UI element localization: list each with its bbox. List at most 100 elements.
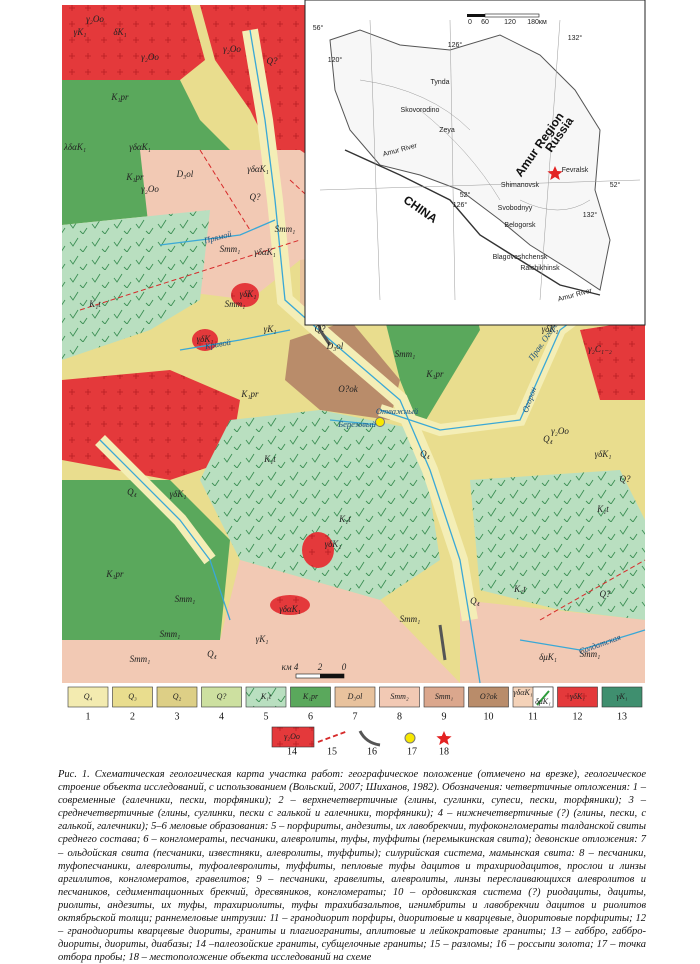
meridian <box>449 19 456 301</box>
map-label: γδK₁ <box>542 324 559 334</box>
granite <box>270 595 310 615</box>
map-label: D₃ol <box>176 169 194 179</box>
map-label: Q₄ <box>543 434 553 444</box>
inset-label: 132° <box>583 211 598 219</box>
legend-swatch <box>245 686 287 708</box>
map-label: γδK₁ <box>170 489 187 499</box>
legend-swatch <box>423 686 465 708</box>
granite <box>62 5 205 80</box>
map-label: Q? <box>250 192 261 202</box>
inset-label: Skovorodino <box>401 107 440 114</box>
inset-label: Svobodnyy <box>498 205 533 212</box>
map-label: δμK₁ <box>539 652 557 662</box>
legend-code: γδαK₁ <box>513 688 532 697</box>
inset-label: 0 <box>468 19 472 26</box>
inset-label: Fevralsk <box>562 167 589 174</box>
map-label: Smm₁ <box>395 349 416 359</box>
legend-number: 8 <box>397 711 402 722</box>
legend-swatch <box>601 686 643 708</box>
inset-label: 120° <box>328 56 343 64</box>
river <box>249 29 481 684</box>
legend-code: Smm₁ <box>435 692 454 701</box>
map-label: γ₂Oo <box>223 44 241 54</box>
map-scale: км 4 2 0 <box>282 662 347 679</box>
map-label: γ₂Oo <box>86 14 104 24</box>
granite <box>192 329 218 351</box>
map-label: Q₄ <box>470 596 480 606</box>
k1t <box>200 410 440 600</box>
inset-label: Blagoveshchensk <box>493 254 548 261</box>
legend-code: D₃ol <box>347 692 364 701</box>
placer <box>438 624 447 661</box>
legend-number: 4 <box>219 711 224 722</box>
map-label: D₃ol <box>326 341 344 351</box>
map-label: K₁pr <box>425 369 444 379</box>
map-label: γK₁ <box>256 634 269 644</box>
map-label: Q₄ <box>127 487 137 497</box>
legend-code: Q₃ <box>128 692 137 701</box>
map-label: K₁pr <box>110 92 129 102</box>
river <box>99 439 231 621</box>
legend-swatch <box>290 686 331 708</box>
legend-swatch <box>201 686 242 708</box>
inset-label: 132° <box>568 34 583 42</box>
granite <box>200 5 380 205</box>
k1t <box>470 470 645 620</box>
legend-code: K₁pr <box>302 692 319 701</box>
border <box>344 149 601 296</box>
legend-placer <box>358 730 381 747</box>
granite <box>231 283 259 307</box>
inset-label: Raichikhinsk <box>520 265 560 272</box>
map-label: Q₄ <box>420 449 430 459</box>
map-label: γδK₁ <box>325 539 342 549</box>
river-name: Кривой <box>203 337 232 352</box>
river <box>329 419 381 426</box>
map-label: γK₁ <box>74 27 87 37</box>
legend-number: 18 <box>439 746 449 757</box>
river <box>519 629 646 651</box>
map-label: Smm₁ <box>175 594 196 604</box>
map-label: Smm₁ <box>225 299 246 309</box>
legend-number: 5 <box>264 711 269 722</box>
legend-number: 9 <box>442 711 447 722</box>
map-label: K₁pr <box>105 569 124 579</box>
map-label: γ₂Oo <box>551 426 569 436</box>
inset-label: 52° <box>610 181 621 189</box>
map-label: γ₂Oo <box>141 184 159 194</box>
legend-swatch <box>557 686 598 708</box>
inset-label: 60 <box>481 19 489 26</box>
map-label: Smm₁ <box>275 224 296 234</box>
inset-label: Zeya <box>439 127 455 134</box>
map-label: γδK₁ <box>197 334 214 344</box>
smm <box>460 600 645 683</box>
map-label: Smm₁ <box>580 649 601 659</box>
inset-label: 180км <box>527 19 547 26</box>
map-label: K₁t <box>513 584 526 594</box>
map-label: Smm₁ <box>220 244 241 254</box>
map-label: δK₁ <box>113 27 126 37</box>
legend-swatch <box>112 686 153 708</box>
parallel <box>319 179 641 191</box>
scale-label: км 4 <box>282 662 299 672</box>
legend-code: Q₄ <box>84 692 93 701</box>
map-label: K₁pr <box>240 389 259 399</box>
legend-code: γδK₁ <box>570 692 585 701</box>
map-label: λδαK₁ <box>63 142 86 152</box>
inset-label: 126° <box>448 41 463 49</box>
legend-code: γ₂Oo <box>284 732 300 741</box>
map-label: Smm₁ <box>130 654 151 664</box>
legend-code: γK₁ <box>616 692 627 701</box>
map-label: K₁t <box>263 454 276 464</box>
legend-number: 15 <box>327 746 337 757</box>
scale-label: 2 <box>318 662 323 672</box>
map-label: Q? <box>620 474 631 484</box>
ook <box>285 320 400 420</box>
map-label: γ₂Oo <box>141 52 159 62</box>
inset-scale-bar <box>484 13 540 18</box>
scale-bar <box>320 674 344 678</box>
map-label: Q? <box>600 589 611 599</box>
map-label: γδαK₁ <box>279 604 301 614</box>
legend-number: 17 <box>407 746 417 757</box>
legend-swatch <box>334 686 376 708</box>
